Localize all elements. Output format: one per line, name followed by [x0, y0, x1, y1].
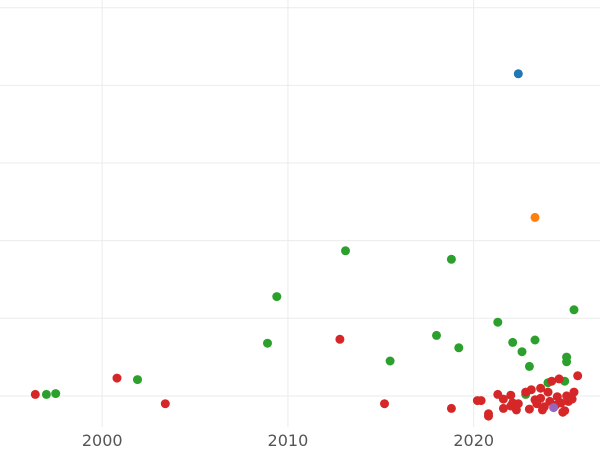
scatter-point	[530, 335, 540, 345]
x-tick-label: 2000	[82, 431, 123, 450]
series-green	[41, 246, 579, 399]
scatter-point	[513, 69, 523, 79]
scatter-point	[454, 343, 464, 353]
scatter-point	[547, 376, 557, 386]
scatter-point	[539, 402, 549, 412]
series-orange	[530, 212, 540, 222]
x-tick-label: 2010	[268, 431, 309, 450]
scatter-point	[30, 389, 40, 399]
scatter-point	[493, 317, 503, 327]
series-red	[30, 334, 583, 421]
scatter-point	[508, 337, 518, 347]
scatter-point	[380, 399, 389, 409]
scatter-point	[573, 371, 583, 381]
series-purple	[549, 403, 559, 413]
x-tick-label: 2020	[453, 431, 494, 450]
scatter-point	[536, 383, 546, 393]
scatter-point	[569, 387, 579, 397]
scatter-point	[513, 399, 523, 409]
series-blue	[513, 69, 523, 79]
scatter-point	[41, 389, 51, 399]
scatter-point	[543, 387, 553, 397]
scatter-point	[446, 403, 456, 413]
scatter-point	[562, 357, 572, 367]
scatter-point	[112, 373, 122, 383]
scatter-point	[506, 390, 516, 400]
scatter-point	[556, 398, 566, 408]
scatter-point	[341, 246, 350, 256]
x-axis-tick-labels: 2000 2010 2020	[82, 431, 494, 450]
scatter-point	[446, 254, 456, 264]
scatter-point	[530, 212, 540, 222]
scatter-point	[524, 361, 534, 371]
scatter-point	[524, 404, 534, 414]
scatter-point	[498, 394, 508, 404]
scatter-point	[484, 409, 493, 419]
scatter-point	[272, 292, 282, 302]
scatter-point	[432, 330, 441, 340]
scatter-point	[263, 338, 272, 348]
scatter-point	[160, 399, 170, 409]
scatter-point	[554, 374, 564, 384]
scatter-point	[569, 305, 579, 315]
scatter-point	[385, 356, 395, 366]
scatter-point	[517, 347, 527, 357]
scatter-point	[476, 396, 486, 406]
scatter-point	[560, 406, 570, 416]
scatter-point	[549, 403, 559, 413]
scatter-point	[536, 393, 546, 403]
scatter-point	[526, 385, 536, 395]
grid-lines	[0, 0, 600, 427]
scatter-point	[567, 394, 577, 404]
scatter-point	[51, 389, 61, 399]
scatter-point	[498, 403, 508, 413]
scatter-point	[335, 334, 345, 344]
data-points	[30, 69, 583, 421]
scatter-point	[133, 375, 142, 385]
